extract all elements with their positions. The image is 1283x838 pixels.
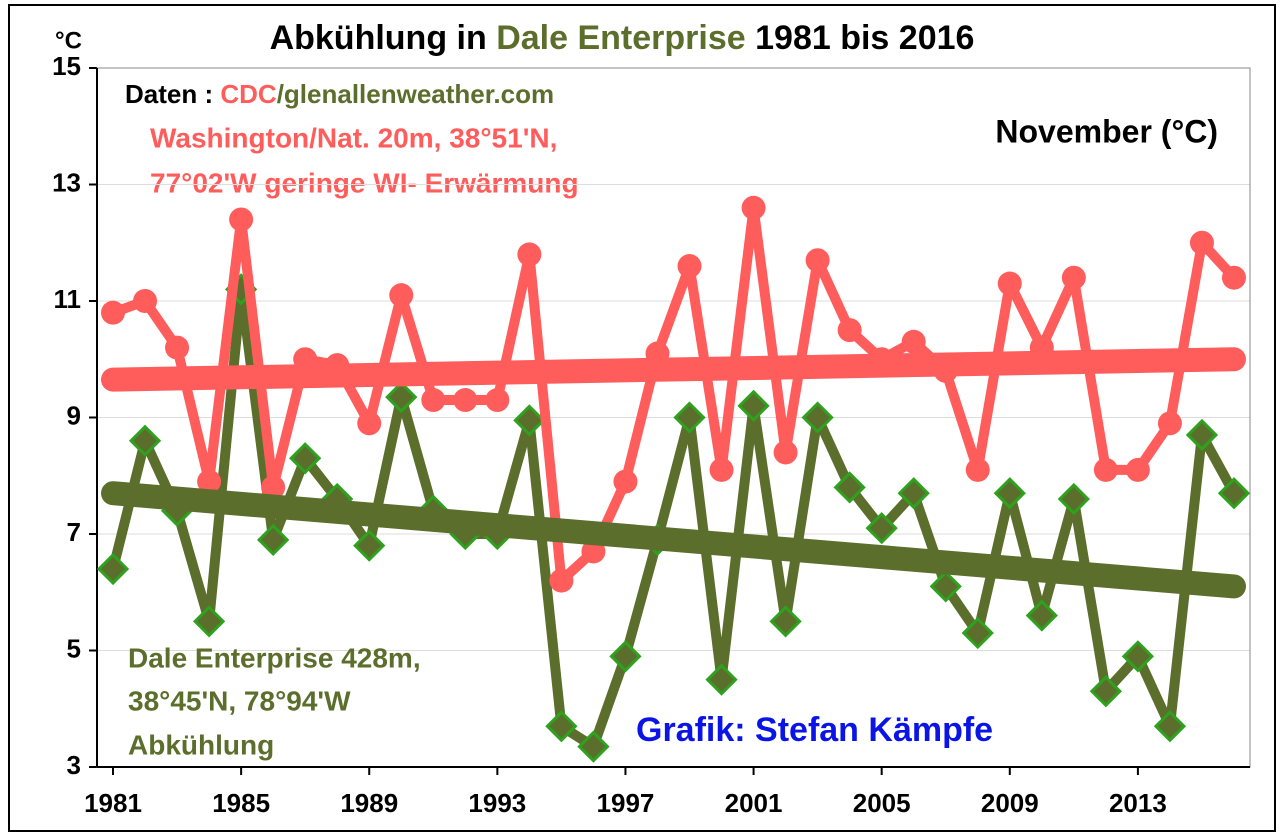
y-tick-label: 3 xyxy=(67,750,81,780)
annotation: Abkühlung xyxy=(128,729,274,760)
data-point xyxy=(901,329,926,354)
chart-title: Abkühlung in Dale Enterprise 1981 bis 20… xyxy=(270,19,975,57)
subtitle: November (°C) xyxy=(995,113,1218,149)
y-tick-label: 7 xyxy=(67,517,81,547)
y-tick-label: 9 xyxy=(67,400,81,430)
data-point xyxy=(1189,230,1214,255)
data-point xyxy=(257,523,290,556)
annotation: Dale Enterprise 428m, xyxy=(128,642,421,673)
data-point xyxy=(1221,265,1246,290)
data-point xyxy=(261,475,286,500)
data-point xyxy=(197,469,222,494)
x-tick-label: 1993 xyxy=(468,788,526,818)
x-tick-label: 2001 xyxy=(725,788,783,818)
x-tick-label: 1985 xyxy=(212,788,270,818)
data-point xyxy=(1089,675,1122,708)
data-point xyxy=(485,388,510,413)
data-point xyxy=(993,477,1026,510)
data-point xyxy=(1217,477,1251,510)
source: Daten : CDC/glenallenweather.com xyxy=(125,79,554,109)
data-point xyxy=(133,289,158,313)
data-point xyxy=(737,389,770,422)
data-point xyxy=(192,605,226,638)
data-point xyxy=(833,471,866,504)
data-point xyxy=(1153,710,1187,743)
data-point xyxy=(801,401,834,434)
credit: Grafik: Stefan Kämpfe xyxy=(636,711,993,749)
data-point xyxy=(709,457,734,482)
data-point xyxy=(545,710,578,743)
data-point xyxy=(1157,411,1182,436)
y-tick-label: 15 xyxy=(52,51,81,81)
data-point xyxy=(385,380,418,414)
data-point xyxy=(453,388,478,413)
x-tick-label: 1997 xyxy=(597,788,655,818)
data-point xyxy=(128,424,162,457)
data-point xyxy=(517,242,542,267)
data-point xyxy=(101,300,126,325)
x-tick-label: 1981 xyxy=(84,788,142,818)
data-point xyxy=(421,388,446,413)
annotation: 77°02'W geringe WI- Erwärmung xyxy=(150,167,579,198)
data-point xyxy=(96,552,130,586)
data-point xyxy=(1057,482,1090,516)
data-point xyxy=(289,442,322,475)
trend-line xyxy=(101,347,1246,392)
data-point xyxy=(673,401,706,434)
x-tick-label: 1989 xyxy=(340,788,398,818)
trend-line xyxy=(101,481,1246,599)
y-unit: °C xyxy=(55,27,82,54)
data-point xyxy=(769,605,802,638)
data-point xyxy=(1093,457,1118,482)
data-point xyxy=(997,271,1022,296)
data-point xyxy=(965,457,990,482)
data-point xyxy=(1125,457,1150,482)
data-point xyxy=(837,318,862,343)
data-point xyxy=(613,469,638,494)
x-tick-label: 2013 xyxy=(1109,788,1167,818)
data-point xyxy=(389,283,414,308)
data-point xyxy=(165,335,190,360)
data-point xyxy=(1185,418,1219,452)
data-point xyxy=(229,207,254,232)
data-point xyxy=(1061,265,1086,290)
data-point xyxy=(353,529,386,562)
data-point xyxy=(513,404,546,437)
data-point xyxy=(805,248,830,273)
annotation: Washington/Nat. 20m, 38°51'N, xyxy=(150,122,557,153)
data-point xyxy=(677,254,702,279)
x-tick-label: 2005 xyxy=(853,788,911,818)
data-point xyxy=(577,730,610,763)
y-tick-label: 13 xyxy=(52,167,81,197)
data-point xyxy=(773,440,798,465)
data-point xyxy=(357,411,382,436)
data-point xyxy=(741,195,766,220)
data-line xyxy=(108,284,1239,752)
data-point xyxy=(865,512,898,545)
annotation: 38°45'N, 78°94'W xyxy=(128,685,351,716)
x-tick-label: 2009 xyxy=(981,788,1039,818)
data-point xyxy=(929,570,962,603)
data-point xyxy=(705,663,738,696)
y-tick-label: 5 xyxy=(67,633,81,663)
y-tick-label: 11 xyxy=(54,284,82,314)
data-point xyxy=(1025,599,1058,632)
data-point xyxy=(609,640,642,673)
data-point xyxy=(549,568,574,593)
data-point xyxy=(961,616,994,650)
data-point xyxy=(1121,640,1155,673)
data-point xyxy=(897,477,930,510)
